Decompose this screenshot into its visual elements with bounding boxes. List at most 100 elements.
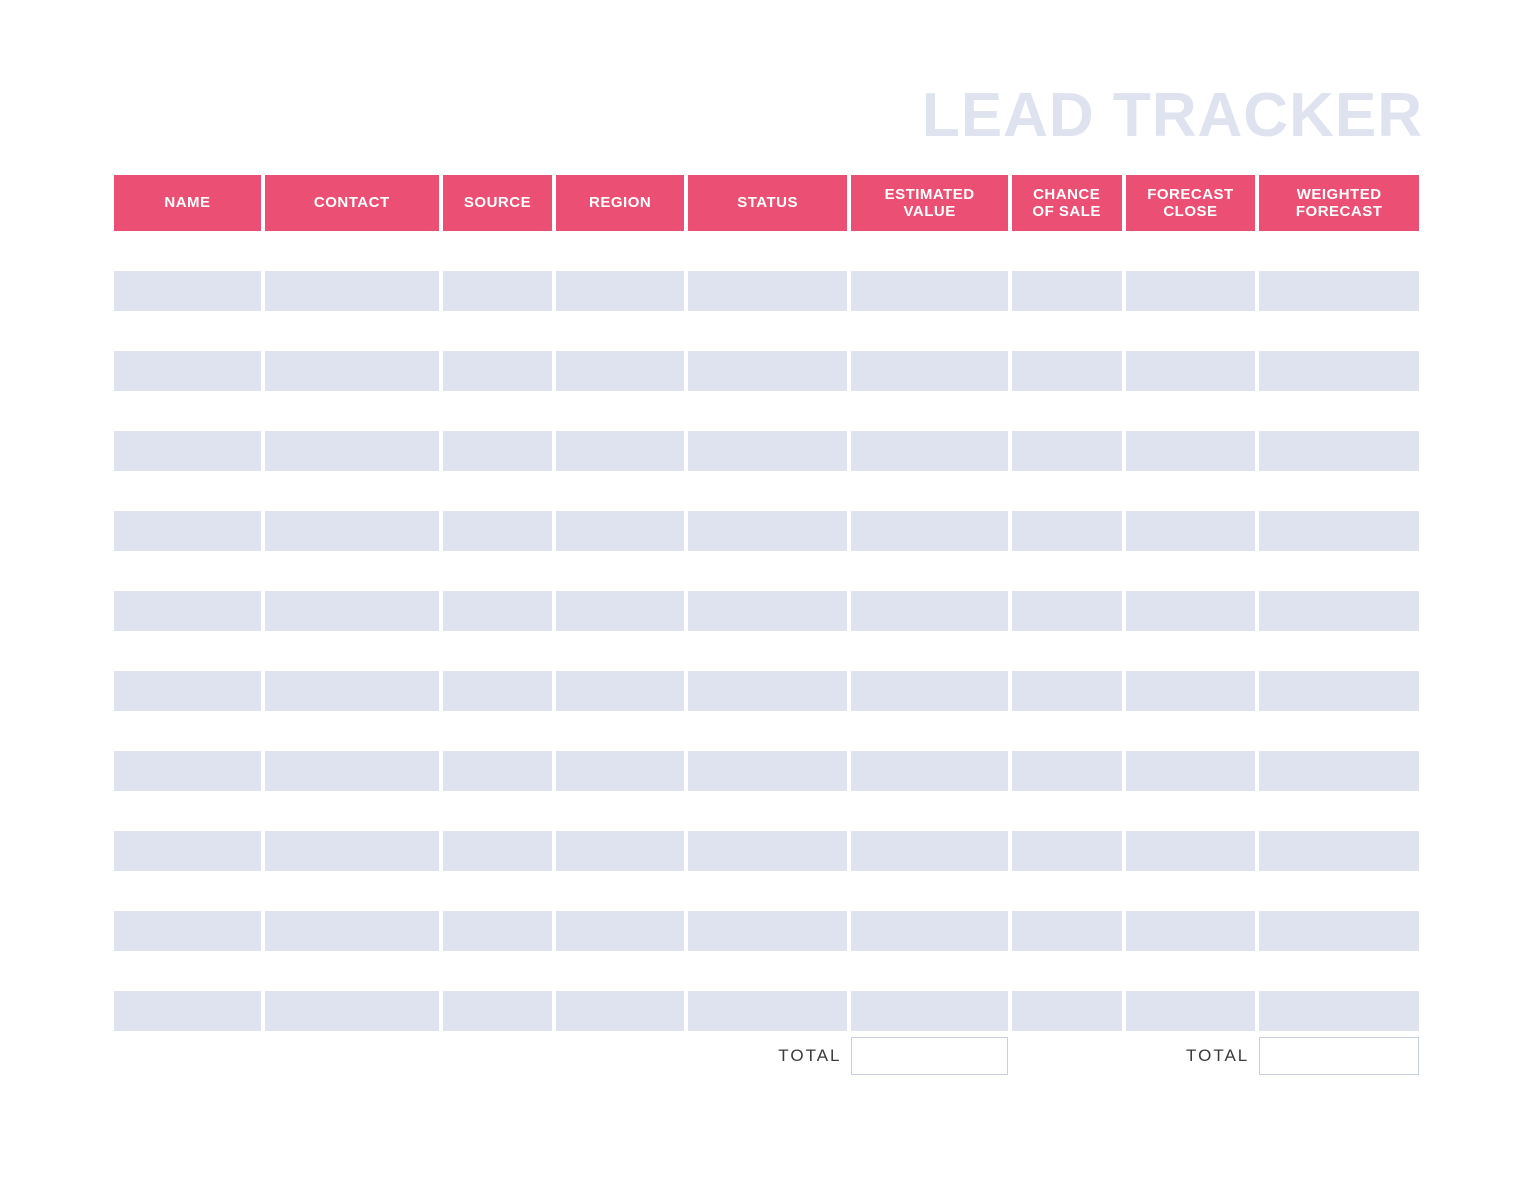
cell-weighted-forecast[interactable]	[1259, 231, 1419, 271]
cell-chance-of-sale[interactable]	[1012, 671, 1122, 711]
cell-forecast-close[interactable]	[1126, 271, 1256, 311]
cell-name[interactable]	[114, 511, 261, 551]
cell-source[interactable]	[443, 471, 553, 511]
cell-region[interactable]	[556, 351, 683, 391]
cell-estimated-value[interactable]	[851, 751, 1007, 791]
cell-name[interactable]	[114, 991, 261, 1031]
cell-region[interactable]	[556, 991, 683, 1031]
cell-name[interactable]	[114, 791, 261, 831]
cell-weighted-forecast[interactable]	[1259, 511, 1419, 551]
cell-forecast-close[interactable]	[1126, 231, 1256, 271]
cell-status[interactable]	[688, 311, 848, 351]
cell-status[interactable]	[688, 791, 848, 831]
cell-forecast-close[interactable]	[1126, 311, 1256, 351]
cell-contact[interactable]	[265, 951, 439, 991]
cell-region[interactable]	[556, 631, 683, 671]
cell-status[interactable]	[688, 671, 848, 711]
cell-weighted-forecast[interactable]	[1259, 431, 1419, 471]
cell-estimated-value[interactable]	[851, 431, 1007, 471]
cell-estimated-value[interactable]	[851, 511, 1007, 551]
cell-forecast-close[interactable]	[1126, 391, 1256, 431]
cell-name[interactable]	[114, 311, 261, 351]
cell-weighted-forecast[interactable]	[1259, 711, 1419, 751]
cell-name[interactable]	[114, 831, 261, 871]
cell-forecast-close[interactable]	[1126, 551, 1256, 591]
cell-status[interactable]	[688, 391, 848, 431]
cell-chance-of-sale[interactable]	[1012, 991, 1122, 1031]
cell-region[interactable]	[556, 231, 683, 271]
cell-chance-of-sale[interactable]	[1012, 631, 1122, 671]
cell-chance-of-sale[interactable]	[1012, 311, 1122, 351]
cell-weighted-forecast[interactable]	[1259, 631, 1419, 671]
cell-name[interactable]	[114, 431, 261, 471]
cell-source[interactable]	[443, 231, 553, 271]
cell-weighted-forecast[interactable]	[1259, 311, 1419, 351]
cell-contact[interactable]	[265, 631, 439, 671]
cell-forecast-close[interactable]	[1126, 591, 1256, 631]
cell-source[interactable]	[443, 991, 553, 1031]
cell-forecast-close[interactable]	[1126, 911, 1256, 951]
cell-estimated-value[interactable]	[851, 231, 1007, 271]
cell-source[interactable]	[443, 711, 553, 751]
cell-chance-of-sale[interactable]	[1012, 471, 1122, 511]
cell-status[interactable]	[688, 711, 848, 751]
cell-estimated-value[interactable]	[851, 551, 1007, 591]
cell-estimated-value[interactable]	[851, 471, 1007, 511]
cell-estimated-value[interactable]	[851, 351, 1007, 391]
cell-weighted-forecast[interactable]	[1259, 751, 1419, 791]
cell-region[interactable]	[556, 271, 683, 311]
cell-weighted-forecast[interactable]	[1259, 911, 1419, 951]
cell-name[interactable]	[114, 751, 261, 791]
cell-region[interactable]	[556, 391, 683, 431]
cell-name[interactable]	[114, 271, 261, 311]
cell-estimated-value[interactable]	[851, 631, 1007, 671]
cell-chance-of-sale[interactable]	[1012, 831, 1122, 871]
cell-forecast-close[interactable]	[1126, 351, 1256, 391]
cell-contact[interactable]	[265, 551, 439, 591]
cell-weighted-forecast[interactable]	[1259, 791, 1419, 831]
cell-status[interactable]	[688, 831, 848, 871]
cell-source[interactable]	[443, 671, 553, 711]
cell-status[interactable]	[688, 911, 848, 951]
cell-chance-of-sale[interactable]	[1012, 591, 1122, 631]
cell-source[interactable]	[443, 911, 553, 951]
cell-estimated-value[interactable]	[851, 711, 1007, 751]
cell-name[interactable]	[114, 671, 261, 711]
cell-source[interactable]	[443, 751, 553, 791]
cell-name[interactable]	[114, 631, 261, 671]
cell-contact[interactable]	[265, 391, 439, 431]
cell-contact[interactable]	[265, 831, 439, 871]
cell-contact[interactable]	[265, 911, 439, 951]
cell-chance-of-sale[interactable]	[1012, 231, 1122, 271]
cell-forecast-close[interactable]	[1126, 991, 1256, 1031]
cell-source[interactable]	[443, 271, 553, 311]
cell-chance-of-sale[interactable]	[1012, 751, 1122, 791]
cell-status[interactable]	[688, 751, 848, 791]
cell-chance-of-sale[interactable]	[1012, 791, 1122, 831]
cell-name[interactable]	[114, 391, 261, 431]
cell-region[interactable]	[556, 711, 683, 751]
cell-forecast-close[interactable]	[1126, 871, 1256, 911]
cell-status[interactable]	[688, 871, 848, 911]
cell-region[interactable]	[556, 911, 683, 951]
total-box-estimated-value[interactable]	[851, 1037, 1007, 1075]
cell-estimated-value[interactable]	[851, 951, 1007, 991]
cell-weighted-forecast[interactable]	[1259, 951, 1419, 991]
cell-contact[interactable]	[265, 431, 439, 471]
cell-region[interactable]	[556, 431, 683, 471]
cell-name[interactable]	[114, 711, 261, 751]
cell-status[interactable]	[688, 231, 848, 271]
cell-contact[interactable]	[265, 511, 439, 551]
cell-source[interactable]	[443, 551, 553, 591]
cell-weighted-forecast[interactable]	[1259, 591, 1419, 631]
cell-region[interactable]	[556, 551, 683, 591]
cell-chance-of-sale[interactable]	[1012, 391, 1122, 431]
cell-status[interactable]	[688, 471, 848, 511]
cell-contact[interactable]	[265, 751, 439, 791]
cell-region[interactable]	[556, 311, 683, 351]
cell-source[interactable]	[443, 431, 553, 471]
cell-chance-of-sale[interactable]	[1012, 511, 1122, 551]
cell-contact[interactable]	[265, 991, 439, 1031]
cell-estimated-value[interactable]	[851, 591, 1007, 631]
cell-weighted-forecast[interactable]	[1259, 671, 1419, 711]
